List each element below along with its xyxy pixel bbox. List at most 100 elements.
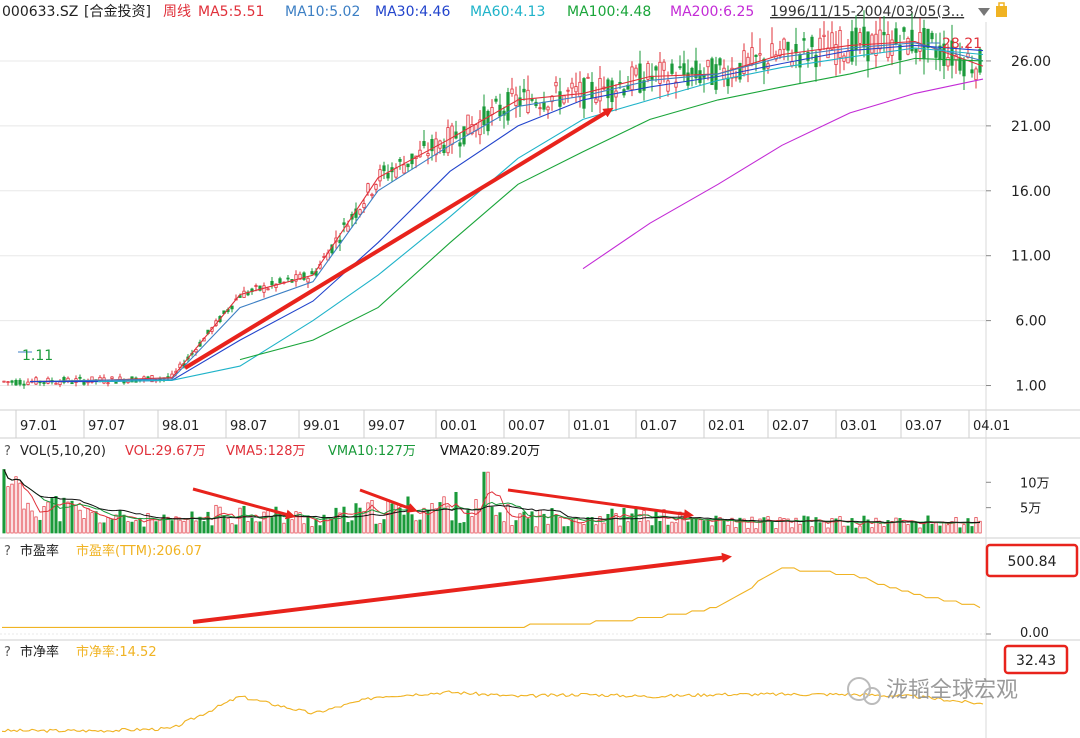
volume-bar [206, 511, 210, 534]
volume-bar [666, 524, 670, 534]
volume-bar [770, 521, 774, 534]
volume-bar [574, 518, 578, 534]
candle-body [426, 153, 430, 157]
dropdown-triangle-icon[interactable] [978, 8, 990, 16]
moving-average-lines [29, 40, 984, 383]
volume-bar [514, 520, 518, 534]
volume-bar [962, 524, 966, 534]
candle-body [526, 89, 530, 113]
volume-bar [598, 516, 602, 534]
candle-body [642, 80, 646, 91]
volume-bar [434, 508, 438, 534]
volume-bar [538, 509, 542, 534]
candle-body [778, 49, 782, 57]
candle-body [918, 32, 922, 52]
candle-body [794, 44, 798, 54]
volume-bar [322, 514, 326, 534]
candle-body [962, 59, 966, 77]
vol-arrow-3 [507, 488, 694, 520]
candle-body [402, 164, 406, 174]
volume-bar [510, 525, 514, 534]
candle-body [910, 29, 914, 52]
volume-bar [806, 516, 810, 534]
candle-body [358, 209, 362, 215]
volume-bar [946, 524, 950, 534]
high-marker: 28.21 [927, 36, 982, 52]
volume-bar [70, 500, 74, 534]
candle-body [718, 58, 722, 66]
x-tick-label: 01.07 [640, 419, 677, 434]
ma-legend: MA5:5.51 MA10:5.02 MA30:4.46 MA60:4.13 MA100… [198, 4, 754, 20]
volume-bar [154, 521, 158, 534]
candle-body [466, 114, 470, 135]
volume-bar [294, 511, 298, 534]
volume-bar [526, 518, 530, 534]
volume-bar [82, 518, 86, 534]
volume-bar [194, 520, 198, 534]
price-trend-arrow [183, 107, 614, 370]
volume-bar [450, 520, 454, 534]
volume-bar [426, 509, 430, 534]
volume-bar [230, 523, 234, 534]
candle-body [922, 27, 926, 60]
volume-bar [410, 514, 414, 534]
volume-bar [838, 516, 842, 534]
candle-body [946, 57, 950, 67]
pe-trend-arrow [192, 552, 732, 624]
candle-body [546, 106, 550, 111]
volume-bar [646, 520, 650, 534]
pe-help-icon[interactable]: ? [4, 544, 11, 559]
ma-legend-item: MA30:4.46 [375, 4, 450, 20]
volume-bar [590, 517, 594, 534]
volume-bar [366, 502, 370, 534]
x-tick-label: 00.07 [508, 419, 545, 434]
volume-bar [714, 515, 718, 534]
candle-body [802, 38, 806, 41]
volume-bar [286, 516, 290, 534]
candle-body [230, 305, 234, 310]
price-tick-label: 11.00 [1011, 249, 1051, 265]
pb-help-icon[interactable]: ? [4, 645, 11, 660]
volume-bar [814, 517, 818, 534]
candle-body [654, 66, 658, 71]
volume-bar [394, 503, 398, 534]
pb-highlight-box: 32.43 [1003, 644, 1069, 675]
candle-body [70, 382, 74, 385]
volume-bar [654, 510, 658, 534]
candle-body [854, 27, 858, 51]
date-x-axis: 97.01 97.07 98.01 98.07 99.01 99.07 00.01 00.07… [15, 410, 1010, 438]
candle-body [782, 38, 786, 50]
volume-ma-lines [3, 469, 981, 526]
volume-bar [102, 522, 106, 534]
volume-bar [726, 524, 730, 534]
candle-body [286, 277, 290, 280]
volume-bar [10, 483, 14, 534]
volume-bar [918, 527, 922, 534]
candle-body [930, 32, 934, 40]
candle-body [826, 47, 830, 59]
candle-body [22, 383, 26, 386]
volume-bar [374, 523, 378, 534]
pe-header: ? 市盈率 市盈率(TTM):206.07 [4, 543, 202, 559]
volume-bar [110, 519, 114, 534]
candle-body [678, 66, 682, 69]
lock-icon[interactable] [996, 6, 1007, 17]
volume-bar [274, 506, 278, 534]
candle-body [706, 59, 710, 68]
volume-bar [934, 521, 938, 534]
date-range[interactable]: 1996/11/15-2004/03/05(3... [770, 4, 964, 20]
candle-body [110, 376, 114, 379]
low-label: 1.11 [22, 348, 53, 364]
vol-help-icon[interactable]: ? [4, 444, 11, 459]
volume-bar [26, 502, 30, 534]
ma-line-ma100 [239, 57, 984, 361]
volume-bar [430, 503, 434, 534]
volume-bar [46, 501, 50, 534]
volume-bar [258, 521, 262, 534]
candle-body [378, 169, 382, 182]
pe-title: 市盈率 [20, 543, 59, 559]
x-tick-label: 01.01 [573, 419, 610, 434]
candle-body [262, 285, 266, 293]
volume-bar [670, 521, 674, 534]
candle-body [298, 273, 302, 280]
